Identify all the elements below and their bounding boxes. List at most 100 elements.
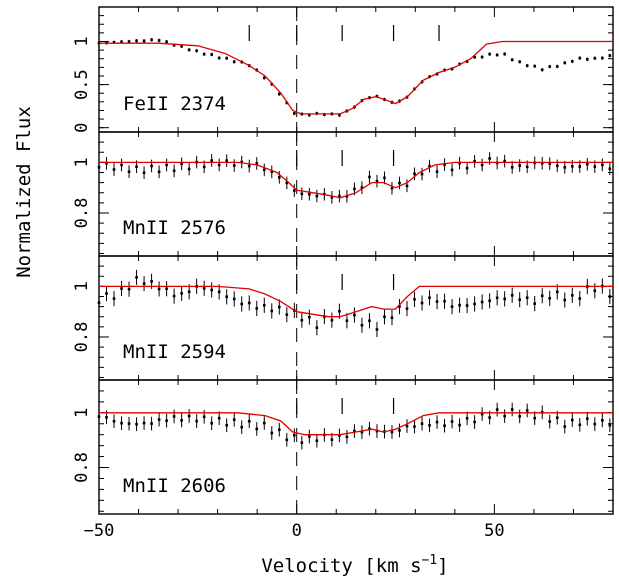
data-point (120, 287, 123, 290)
data-point (172, 415, 176, 418)
data-point (97, 301, 101, 304)
data-point (563, 298, 567, 302)
data-point (262, 168, 266, 172)
data-point (180, 419, 183, 422)
data-point (225, 423, 229, 427)
data-point (503, 52, 506, 56)
data-point (277, 176, 281, 179)
data-point (570, 294, 574, 297)
data-point (608, 295, 612, 298)
y-tick-label: 1 (72, 36, 92, 46)
data-point (586, 162, 589, 166)
data-point (232, 164, 236, 167)
data-point (120, 421, 123, 425)
data-point (503, 297, 506, 301)
y-axis-title: Normalized Flux (13, 106, 35, 278)
data-point (443, 299, 446, 303)
data-point (293, 433, 296, 437)
data-point (473, 160, 476, 163)
data-point (345, 319, 349, 323)
data-point (540, 68, 544, 72)
data-point (601, 56, 604, 60)
data-point (450, 305, 454, 308)
data-point (570, 418, 574, 422)
data-point (97, 415, 101, 418)
data-point (413, 298, 416, 301)
data-point (503, 414, 506, 418)
data-point (135, 276, 138, 279)
data-point (368, 427, 371, 430)
data-point (277, 428, 281, 432)
data-point (420, 172, 424, 176)
data-point (210, 288, 213, 292)
data-point (323, 113, 326, 116)
x-axis-title-text: Velocity [km s (261, 555, 421, 577)
data-point (217, 290, 221, 294)
y-tick-label: 0.8 (72, 322, 92, 353)
data-point (563, 425, 567, 428)
data-point (480, 163, 484, 167)
data-point (187, 414, 191, 418)
data-point (142, 39, 146, 43)
data-point (180, 44, 183, 48)
data-point (428, 164, 431, 168)
data-point (112, 168, 116, 171)
data-point (353, 429, 356, 433)
data-point (555, 416, 559, 419)
data-point (315, 194, 319, 198)
data-point (443, 163, 446, 166)
data-point (480, 412, 484, 416)
y-tick-label: 1 (72, 157, 92, 167)
data-point (420, 301, 424, 305)
data-point (210, 421, 213, 425)
data-point (150, 422, 153, 425)
data-point (443, 424, 446, 428)
data-point (586, 57, 589, 61)
data-point (458, 303, 461, 307)
data-point (187, 290, 191, 294)
data-point (195, 49, 198, 53)
data-point (150, 280, 153, 283)
data-point (120, 163, 123, 167)
data-point (165, 163, 168, 167)
model-fit-line (99, 40, 613, 115)
data-point (450, 168, 454, 172)
data-point (202, 415, 206, 419)
data-point (232, 418, 236, 421)
data-point (150, 38, 153, 42)
data-point (217, 416, 221, 420)
data-point (202, 286, 206, 290)
data-point (293, 112, 296, 115)
data-point (593, 165, 597, 168)
data-point (548, 162, 552, 165)
data-point (601, 163, 604, 167)
data-point (548, 420, 552, 423)
data-point (495, 296, 499, 300)
data-point (465, 166, 469, 170)
data-point (345, 195, 349, 198)
data-point (533, 302, 537, 305)
data-point (202, 165, 206, 169)
data-point (390, 430, 394, 434)
data-point (210, 159, 213, 162)
data-point (225, 295, 229, 299)
data-point (518, 298, 521, 301)
data-point (578, 56, 582, 60)
data-point (480, 300, 484, 304)
data-point (510, 293, 514, 297)
data-point (277, 92, 281, 96)
data-point (300, 192, 304, 196)
data-point (375, 328, 379, 331)
data-point (338, 434, 341, 437)
data-point (285, 438, 289, 442)
panel-4: 0.8 1 MnII 2606 (72, 379, 614, 515)
x-tick-label: 0 (292, 521, 302, 541)
data-point (533, 416, 537, 420)
data-point (157, 39, 161, 42)
data-point (383, 176, 386, 180)
data-point (165, 419, 168, 422)
data-point (593, 422, 597, 426)
data-point (518, 164, 521, 167)
data-point (187, 48, 191, 52)
data-point (105, 292, 108, 295)
